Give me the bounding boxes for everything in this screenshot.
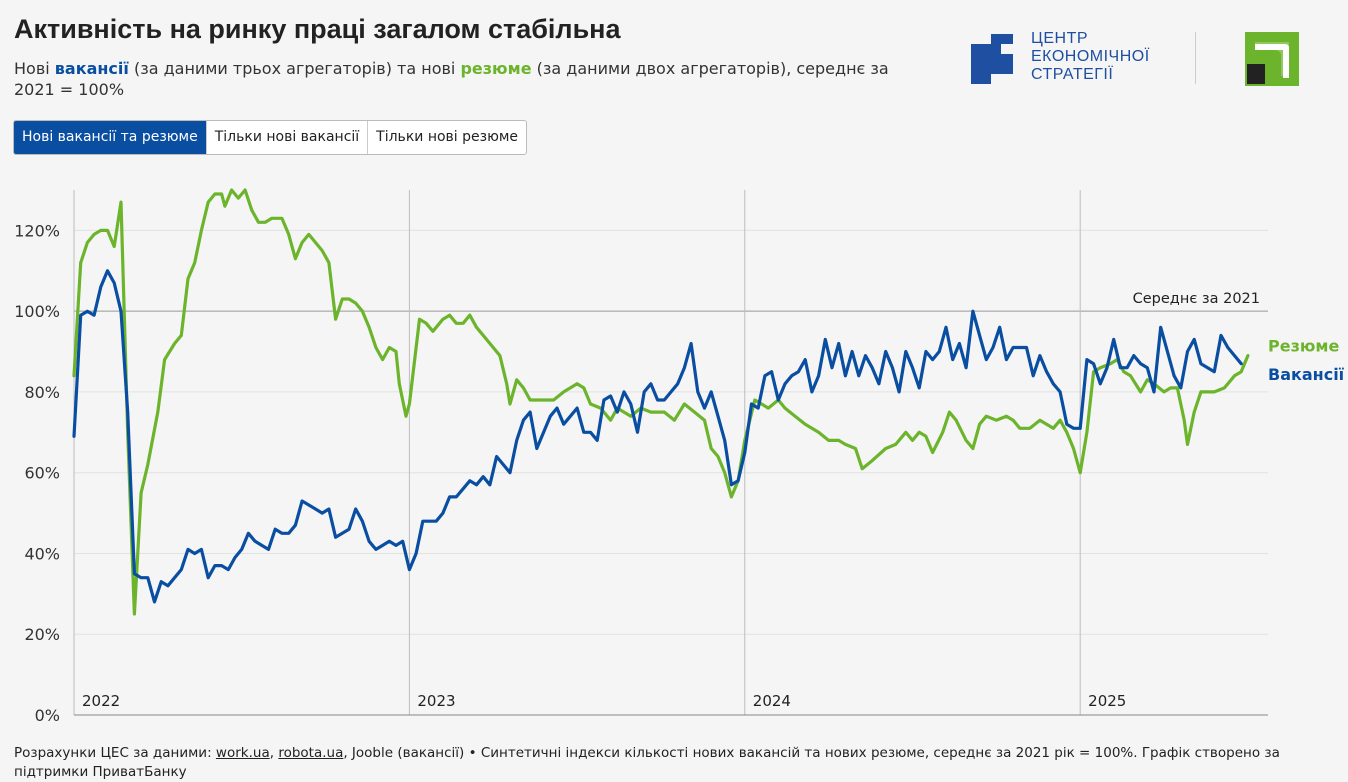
tab-vacancies-only[interactable]: Тільки нові вакансії [207,121,369,154]
page-subtitle: Нові вакансії (за даними трьох агрегатор… [14,58,924,100]
x-tick-label: 2023 [417,692,455,710]
series-label-vacancies: Вакансії [1268,365,1345,384]
series-line-resumes [72,188,1250,616]
series-label-resumes: Резюме [1268,337,1340,356]
ces-logo-text: ЦЕНТР ЕКОНОМІЧНОЇ СТРАТЕГІЇ [1031,30,1150,84]
ces-logo-mark [971,34,1013,84]
ces-logo-line: ЦЕНТР [1031,30,1089,47]
footer-text: , [269,745,279,761]
y-tick-label: 60% [24,464,60,483]
y-tick-label: 20% [24,625,60,644]
y-tick-label: 40% [24,544,60,563]
footer-text: Розрахунки ЦЕС за даними: [14,745,216,761]
y-tick-label: 100% [14,302,60,321]
footer-link-workua[interactable]: work.ua [215,745,270,761]
x-tick-label: 2024 [753,692,791,710]
y-tick-label: 0% [35,706,60,725]
chart-footer: Розрахунки ЦЕС за даними: work.ua, robot… [14,744,1334,782]
footer-link-robotaua[interactable]: robota.ua [278,745,344,761]
footer-text: , Jooble (вакансії) • Синтетичні індекси… [14,745,1280,780]
x-tick-label: 2025 [1088,692,1126,710]
series-line-vacancies [72,269,1243,604]
tab-resumes-only[interactable]: Тільки нові резюме [376,129,519,145]
privatbank-logo [1245,32,1299,86]
subtitle-resumes-highlight: резюме [460,59,532,78]
tab-vacancies-and-resumes[interactable]: Нові вакансії та резюме [14,121,207,154]
chart-view-tabs: Нові вакансії та резюме Тільки нові вака… [13,120,528,155]
y-tick-label: 80% [24,383,60,402]
subtitle-text: (за даними двох агрегаторів), середнє за… [14,59,889,99]
line-chart: 0% 20% 40% 60% 80% 100% 120% Середнє за 2021 202… [14,188,1345,725]
subtitle-vacancies-highlight: вакансії [54,59,129,78]
logo-divider [1195,32,1196,84]
ces-logo-line: ЕКОНОМІЧНОЇ [1031,48,1150,65]
reference-line-label: Середнє за 2021 [1133,291,1260,307]
x-tick-label: 2022 [82,692,120,710]
ces-logo-line: СТРАТЕГІЇ [1031,66,1114,83]
y-tick-label: 120% [14,221,60,240]
subtitle-text: Нові [14,59,55,78]
subtitle-text: (за даними трьох агрегаторів) та нові [128,59,461,78]
page-title: Активність на ринку праці загалом стабіл… [14,14,621,44]
